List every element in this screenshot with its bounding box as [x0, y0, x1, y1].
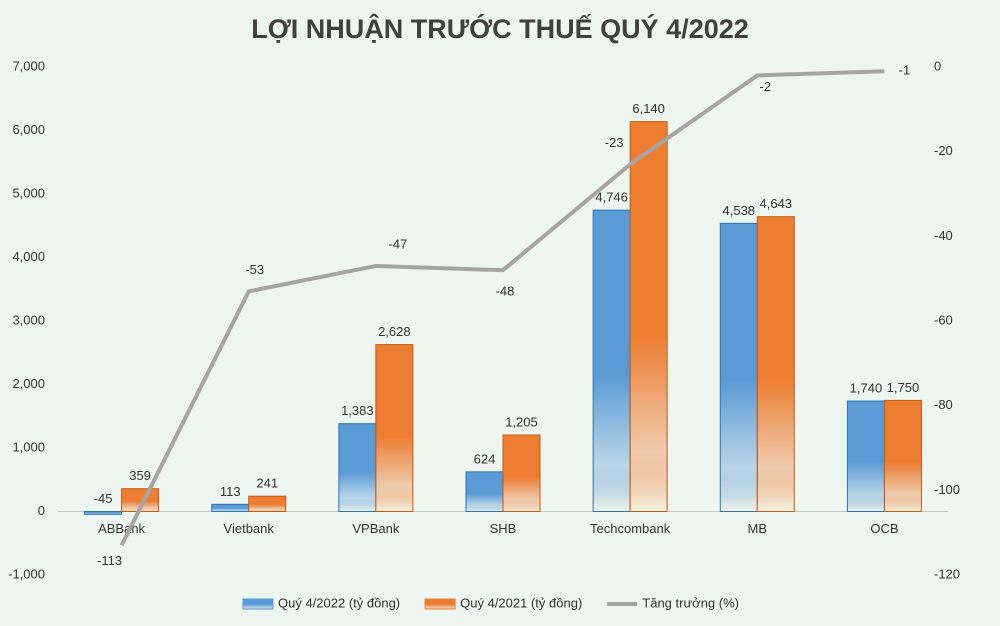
y-tick-label: 6,000	[12, 122, 45, 137]
data-label: 2,628	[378, 324, 411, 339]
data-label: -1	[899, 63, 911, 78]
bar	[338, 423, 377, 513]
data-label: 624	[474, 451, 496, 466]
legend-label: Quý 4/2022 (tỷ đồng)	[278, 595, 400, 610]
y2-tick-label: 0	[934, 58, 941, 73]
y-tick-label: 7,000	[12, 58, 45, 73]
y-tick-label: 5,000	[12, 185, 45, 200]
x-tick-label: MB	[748, 521, 768, 536]
data-label: 4,643	[760, 196, 793, 211]
bar	[84, 511, 123, 515]
legend-swatch	[242, 598, 274, 610]
data-label: 1,740	[850, 380, 883, 395]
legend-label: Tăng trưởng (%)	[642, 595, 739, 610]
y2-tick-label: -120	[934, 566, 960, 581]
y2-tick-label: -80	[934, 397, 953, 412]
data-label: -23	[605, 135, 624, 150]
bar	[502, 434, 541, 513]
line	[119, 69, 885, 547]
bar	[719, 222, 758, 512]
bar	[756, 216, 795, 512]
data-label: -45	[94, 491, 113, 506]
bar	[629, 121, 668, 513]
data-label: 241	[256, 476, 278, 491]
bar	[211, 503, 250, 512]
data-label: 1,383	[341, 403, 374, 418]
legend-swatch	[424, 598, 456, 610]
bar	[248, 495, 287, 513]
y-tick-label: 2,000	[12, 376, 45, 391]
bar	[883, 399, 922, 512]
data-label: -48	[496, 284, 515, 299]
data-label: 4,538	[723, 203, 756, 218]
y2-tick-label: -60	[934, 312, 953, 327]
data-label: 1,205	[505, 414, 538, 429]
y2-tick-label: -40	[934, 228, 953, 243]
x-tick-label: OCB	[870, 521, 898, 536]
y-tick-label: 4,000	[12, 249, 45, 264]
x-tick-label: Techcombank	[590, 521, 671, 536]
bar	[846, 400, 885, 513]
y-tick-label: 3,000	[12, 312, 45, 327]
data-label: 6,140	[632, 101, 665, 116]
data-label: -113	[97, 553, 122, 568]
y-tick-label: -1,000	[8, 566, 45, 581]
legend-label: Quý 4/2021 (tỷ đồng)	[460, 595, 582, 610]
chart-title: LỢI NHUẬN TRƯỚC THUẾ QUÝ 4/2022	[251, 13, 749, 44]
data-label: 113	[220, 484, 241, 499]
bar	[592, 209, 631, 512]
y-tick-label: 0	[38, 503, 45, 518]
data-label: -53	[245, 262, 264, 277]
data-label: -47	[388, 236, 407, 251]
data-label: -2	[760, 79, 772, 94]
x-tick-label: VPBank	[352, 521, 399, 536]
x-tick-label: SHB	[490, 521, 517, 536]
y2-tick-label: -100	[934, 482, 960, 497]
data-label: 4,746	[595, 190, 628, 205]
bar	[375, 344, 414, 513]
y2-tick-label: -20	[934, 143, 953, 158]
x-tick-label: ABBank	[98, 521, 145, 536]
data-label: 1,750	[887, 380, 920, 395]
data-label: 359	[129, 468, 151, 483]
bar	[465, 471, 504, 513]
x-tick-label: Vietbank	[224, 521, 275, 536]
y-tick-label: 1,000	[12, 439, 45, 454]
